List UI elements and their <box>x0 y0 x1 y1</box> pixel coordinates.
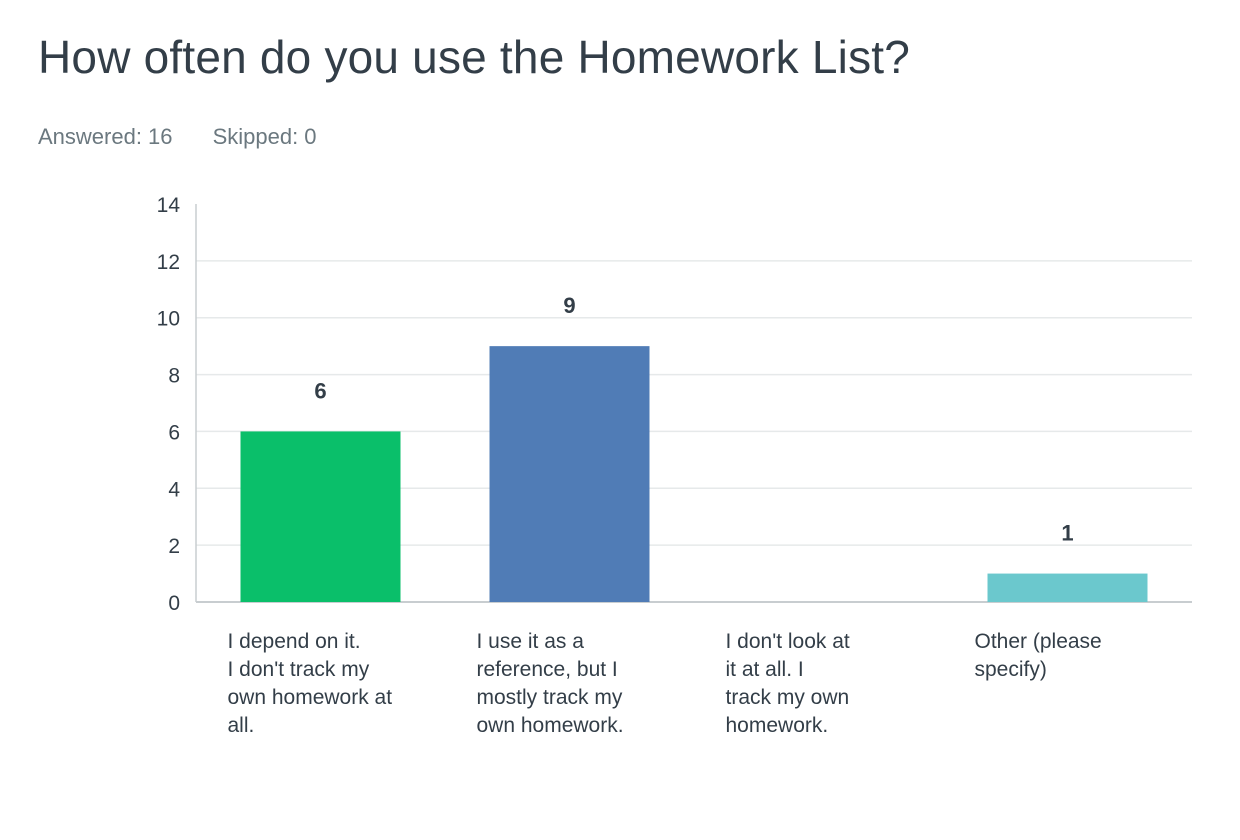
category-label-line: reference, but I <box>477 658 618 681</box>
category-label-line: I don't look at <box>726 630 850 653</box>
category-label: I depend on it. I don't track my own homew… <box>228 630 393 737</box>
response-stats: Answered: 16 Skipped: 0 <box>38 124 316 150</box>
category-label-line: Other (please <box>975 630 1102 653</box>
category-label-line: homework. <box>726 714 829 737</box>
bar <box>489 346 650 602</box>
bar-value-label: 1 <box>1061 521 1073 546</box>
y-tick-label: 4 <box>168 478 180 501</box>
category-label-line: I use it as a <box>477 630 585 653</box>
y-tick-label: 6 <box>168 421 180 444</box>
category-label: Other (please specify) <box>975 630 1102 681</box>
y-tick-label: 2 <box>168 535 180 558</box>
category-label: I don't look at it at all. I track my own h… <box>726 630 850 737</box>
value-labels: 6 9 1 <box>314 293 1073 545</box>
bar <box>240 431 401 602</box>
skipped-stat: Skipped: 0 <box>213 124 317 149</box>
category-label-line: specify) <box>975 658 1047 681</box>
category-label-line: all. <box>228 714 255 737</box>
category-label-line: I depend on it. <box>228 630 361 653</box>
page-title: How often do you use the Homework List? <box>38 31 911 83</box>
y-tick-label: 14 <box>157 194 181 217</box>
category-label-line: it at all. I <box>726 658 804 681</box>
category-label-line: track my own <box>726 686 850 709</box>
category-label: I use it as a reference, but I mostly trac… <box>477 630 624 737</box>
y-tick-label: 12 <box>157 251 180 274</box>
y-tick-label: 10 <box>157 308 180 331</box>
answered-count: 16 <box>147 124 173 149</box>
category-label-line: mostly track my <box>477 686 623 709</box>
category-label-line: own homework at <box>228 686 393 709</box>
skipped-label: Skipped: <box>212 124 299 149</box>
bar-value-label: 6 <box>314 378 326 403</box>
y-tick-label: 8 <box>168 365 180 388</box>
answered-label: Answered: <box>38 124 142 149</box>
y-axis-ticks: 0 2 4 6 8 10 12 14 <box>157 194 181 615</box>
bars <box>240 346 1148 602</box>
category-labels: I depend on it. I don't track my own homew… <box>228 630 1102 737</box>
category-label-line: I don't track my <box>228 658 370 681</box>
bar <box>987 573 1148 602</box>
y-tick-label: 0 <box>168 592 180 615</box>
skipped-count: 0 <box>304 124 317 149</box>
category-label-line: own homework. <box>477 714 624 737</box>
bar-value-label: 9 <box>563 293 575 318</box>
